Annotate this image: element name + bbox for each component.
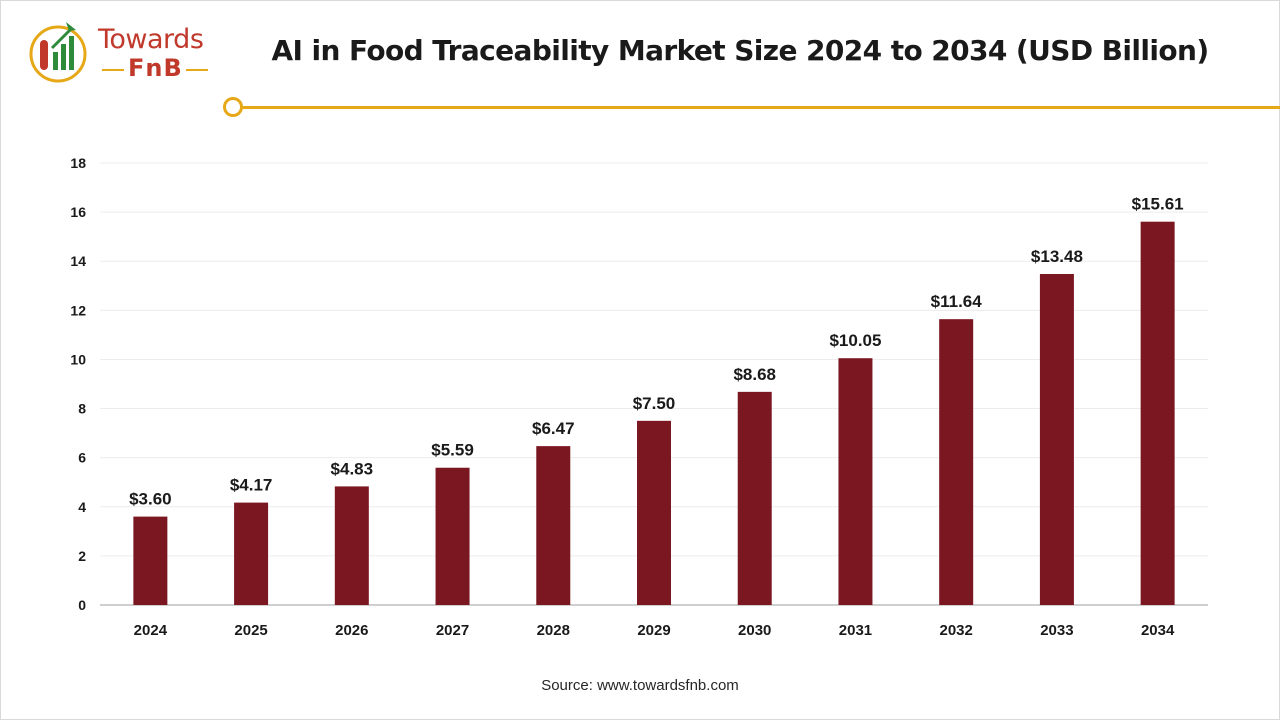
bar [133,516,168,605]
bar [637,420,671,605]
x-tick-label: 2026 [335,622,368,639]
x-tick-label: 2032 [939,622,972,639]
x-tick-label: 2027 [436,622,469,639]
x-tick-label: 2024 [134,622,168,639]
x-tick-label: 2025 [234,622,267,639]
x-tick-label: 2033 [1040,622,1073,639]
towards-fnb-logo: Towards FnB [22,18,222,90]
x-tick-label: 2028 [537,622,570,639]
data-label: $11.64 [931,292,983,311]
data-label: $4.17 [230,476,273,495]
logo-rule-right [186,69,208,71]
chart-title: AI in Food Traceability Market Size 2024… [271,34,1209,67]
logo-mark-icon [29,22,87,83]
logo-rule-left [102,69,124,71]
y-tick-label: 2 [78,548,86,564]
bar [1140,221,1175,605]
y-tick-label: 4 [78,499,86,515]
source-note: Source: www.towardsfnb.com [541,677,739,694]
bar [838,358,873,605]
bar [334,486,369,605]
data-label: $4.83 [331,459,374,478]
title-underline [232,106,1280,109]
y-tick-label: 10 [70,351,86,367]
y-tick-label: 14 [70,253,86,269]
bar [234,502,269,605]
data-label: $10.05 [829,331,881,350]
y-tick-label: 12 [70,302,86,318]
x-tick-label: 2029 [637,622,670,639]
bar [536,446,571,605]
bar [737,391,772,605]
x-tick-label: 2034 [1141,622,1175,639]
data-label: $3.60 [129,490,172,509]
bar [939,319,974,605]
data-label: $6.47 [532,419,575,438]
y-tick-label: 18 [70,155,86,171]
y-tick-label: 6 [78,450,86,466]
logo-wordmark-top: Towards [98,24,204,55]
data-label: $5.59 [431,441,474,460]
y-tick-label: 0 [78,597,86,613]
data-label: $13.48 [1031,247,1083,266]
data-label: $8.68 [733,365,776,384]
bar [1039,273,1074,605]
y-tick-label: 16 [70,204,86,220]
logo-wordmark-bottom: FnB [128,54,183,82]
bar [435,467,470,605]
title-underline-dot-icon [223,97,243,117]
data-label: $7.50 [633,394,676,413]
data-label: $15.61 [1132,195,1184,214]
x-tick-label: 2031 [839,622,872,639]
y-tick-label: 8 [78,401,86,417]
x-tick-label: 2030 [738,622,771,639]
